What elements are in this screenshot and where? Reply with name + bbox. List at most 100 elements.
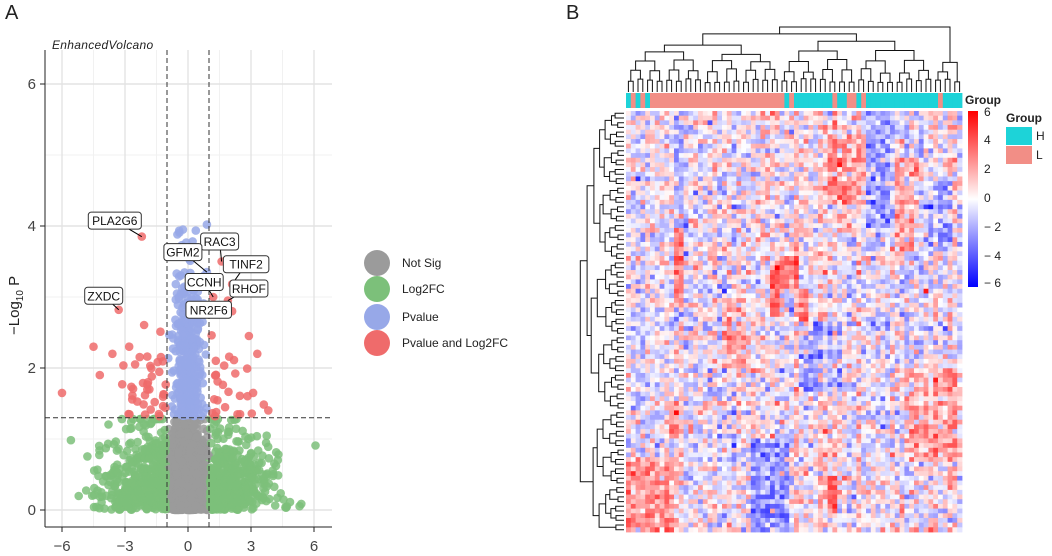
heatmap-cell	[755, 167, 761, 173]
heatmap-cell	[875, 129, 881, 135]
volcano-point	[244, 434, 253, 444]
heatmap-cell	[698, 176, 704, 182]
heatmap-cell	[923, 153, 929, 159]
volcano-point	[258, 451, 267, 460]
heatmap-cell	[899, 143, 905, 149]
heatmap-cell	[765, 143, 771, 149]
heatmap-cell	[755, 120, 761, 126]
heatmap-cell	[938, 162, 944, 168]
heatmap-cell	[789, 153, 795, 159]
heatmap-cell	[890, 148, 896, 154]
volcano-point	[295, 501, 304, 511]
heatmap-cell	[683, 120, 689, 126]
volcano-point	[195, 487, 204, 497]
heatmap-cell	[784, 139, 790, 145]
heatmap-cell	[654, 125, 660, 131]
heatmap-cell	[664, 171, 670, 177]
heatmap-cell	[736, 111, 742, 117]
heatmap-cell	[942, 129, 948, 135]
heatmap-cell	[760, 115, 766, 121]
heatmap-cell	[640, 125, 646, 131]
heatmap-cell	[947, 134, 953, 140]
heatmap-cell	[645, 139, 651, 145]
heatmap-cell	[750, 134, 756, 140]
heatmap-cell	[779, 129, 785, 135]
heatmap-cell	[832, 115, 838, 121]
heatmap-cell	[933, 171, 939, 177]
heatmap-cell	[626, 125, 632, 131]
heatmap-cell	[693, 129, 699, 135]
heatmap-cell	[909, 120, 915, 126]
heatmap-cell	[698, 125, 704, 131]
volcano-point	[66, 435, 76, 445]
heatmap-cell	[702, 167, 708, 173]
volcano-point	[228, 453, 237, 462]
heatmap-cell	[774, 148, 780, 154]
heatmap-cell	[870, 129, 876, 135]
volcano-point	[210, 504, 220, 513]
heatmap-cell	[664, 167, 670, 173]
heatmap-cell	[832, 139, 838, 145]
volcano-point	[269, 469, 278, 479]
heatmap-cell	[837, 139, 843, 145]
heatmap-cell	[741, 129, 747, 135]
heatmap-cell	[957, 139, 963, 145]
heatmap-cell	[669, 148, 675, 154]
volcano-point	[210, 411, 220, 421]
heatmap-cell	[832, 171, 838, 177]
heatmap-cell	[726, 143, 732, 149]
heatmap-cell	[784, 171, 790, 177]
heatmap-cell	[803, 125, 809, 131]
heatmap-cell	[914, 115, 920, 121]
heatmap-cell	[630, 125, 636, 131]
volcano-point	[197, 446, 206, 455]
volcano-point	[247, 473, 257, 482]
heatmap-cell	[741, 162, 747, 168]
heatmap-cell	[803, 153, 809, 159]
volcano-point	[174, 448, 183, 458]
heatmap-cell	[942, 157, 948, 163]
heatmap-cell	[918, 115, 924, 121]
heatmap-cell	[890, 125, 896, 131]
heatmap-cell	[688, 167, 694, 173]
heatmap-cell	[736, 162, 742, 168]
heatmap-cell	[789, 115, 795, 121]
volcano-point	[156, 327, 165, 337]
heatmap-cell	[784, 134, 790, 140]
heatmap-cell	[678, 139, 684, 145]
volcano-point	[176, 363, 186, 373]
heatmap-cell	[683, 148, 689, 154]
heatmap-cell	[880, 167, 886, 173]
gene-label: NR2F6	[185, 300, 232, 319]
heatmap-cell	[654, 111, 660, 117]
heatmap-cell	[630, 167, 636, 173]
gene-label-text: ZXDC	[87, 289, 120, 303]
heatmap-cell	[942, 148, 948, 154]
heatmap-cell	[803, 176, 809, 182]
heatmap-cell	[736, 134, 742, 140]
heatmap-cell	[928, 134, 934, 140]
heatmap-cell	[923, 120, 929, 126]
volcano-point	[117, 380, 127, 389]
heatmap-cell	[861, 153, 867, 159]
heatmap-cell	[760, 143, 766, 149]
heatmap-cell	[866, 139, 872, 145]
heatmap-cell	[755, 139, 761, 145]
heatmap-cell	[866, 157, 872, 163]
heatmap-cell	[669, 143, 675, 149]
heatmap-cell	[861, 129, 867, 135]
heatmap-cell	[688, 125, 694, 131]
heatmap-cell	[952, 171, 958, 177]
heatmap-cell	[746, 148, 752, 154]
heatmap-cell	[923, 157, 929, 163]
heatmap-cell	[635, 148, 641, 154]
heatmap-cell	[813, 120, 819, 126]
volcano-point	[127, 382, 136, 392]
heatmap-cell	[794, 157, 800, 163]
heatmap-cell	[952, 143, 958, 149]
heatmap-cell	[774, 153, 780, 159]
heatmap-cell	[683, 143, 689, 149]
heatmap-cell	[750, 171, 756, 177]
heatmap-cell	[760, 125, 766, 131]
volcano-point	[229, 355, 239, 365]
